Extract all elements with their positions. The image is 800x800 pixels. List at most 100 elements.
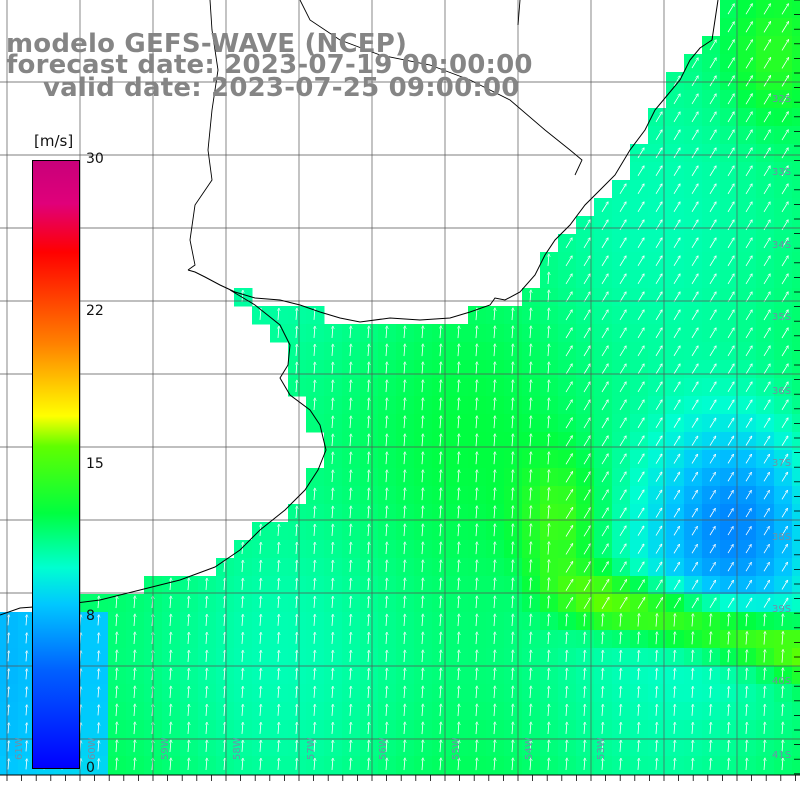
wind-arrow	[763, 22, 771, 33]
wind-cell	[396, 342, 415, 361]
wind-cell	[558, 756, 577, 775]
wind-cell	[720, 630, 739, 649]
wind-cell	[306, 522, 325, 541]
wind-cell	[306, 342, 325, 361]
wind-cell	[666, 72, 685, 91]
wind-cell	[792, 252, 800, 271]
wind-cell	[540, 792, 559, 800]
wind-cell	[684, 342, 703, 361]
wind-cell	[648, 738, 667, 757]
wind-arrow	[530, 776, 531, 788]
wind-cell	[540, 612, 559, 631]
wind-cell	[414, 684, 433, 703]
wind-cell	[486, 684, 505, 703]
wind-cell	[270, 306, 289, 325]
wind-cell	[378, 738, 397, 757]
wind-cell	[450, 594, 469, 613]
wind-cell	[558, 594, 577, 613]
wind-cell	[396, 666, 415, 685]
wind-cell	[198, 594, 217, 613]
wind-cell	[162, 684, 181, 703]
wind-arrow	[727, 112, 734, 123]
wind-cell	[612, 306, 631, 325]
wind-cell	[450, 414, 469, 433]
wind-cell	[486, 432, 505, 451]
wind-arrow	[655, 274, 662, 285]
wind-cell	[702, 486, 721, 505]
wind-cell	[702, 666, 721, 685]
wind-cell	[324, 702, 343, 721]
wind-cell	[630, 702, 649, 721]
wind-cell	[324, 540, 343, 559]
wind-cell	[630, 414, 649, 433]
wind-cell	[468, 324, 487, 343]
wind-cell	[540, 450, 559, 469]
lat-label: 38S	[772, 532, 792, 543]
wind-cell	[738, 72, 757, 91]
wind-cell	[360, 378, 379, 397]
wind-cell	[702, 90, 721, 109]
wind-cell	[414, 756, 433, 775]
wind-cell	[756, 468, 775, 487]
wind-arrow	[727, 130, 734, 141]
wind-arrow	[601, 274, 608, 285]
wind-cell	[684, 180, 703, 199]
wind-cell	[378, 756, 397, 775]
wind-arrow	[763, 184, 770, 195]
wind-cell	[522, 450, 541, 469]
wind-cell	[612, 702, 631, 721]
wind-cell	[414, 576, 433, 595]
wind-cell	[702, 630, 721, 649]
wind-cell	[90, 702, 109, 721]
wind-cell	[288, 558, 307, 577]
wind-cell	[180, 666, 199, 685]
wind-cell	[702, 504, 721, 523]
wind-cell	[792, 774, 800, 775]
wind-cell	[738, 36, 757, 55]
wind-cell	[630, 450, 649, 469]
wind-cell	[180, 648, 199, 667]
wind-arrow	[745, 184, 752, 195]
wind-cell	[738, 684, 757, 703]
wind-cell	[252, 306, 271, 325]
colorbar-unit: [m/s]	[34, 132, 74, 150]
wind-cell	[324, 576, 343, 595]
wind-cell	[414, 414, 433, 433]
wind-cell	[576, 522, 595, 541]
wind-cell	[630, 180, 649, 199]
wind-cell	[666, 288, 685, 307]
wind-cell	[360, 342, 379, 361]
wind-cell	[738, 180, 757, 199]
wind-cell	[414, 378, 433, 397]
wind-arrow	[781, 202, 788, 213]
wind-cell	[558, 468, 577, 487]
wind-arrow	[278, 776, 279, 788]
wind-arrow	[619, 202, 626, 213]
wind-cell	[738, 288, 757, 307]
wind-cell	[756, 774, 775, 775]
wind-arrow	[727, 4, 734, 15]
wind-cell	[414, 792, 433, 800]
wind-cell	[522, 504, 541, 523]
wind-cell	[342, 486, 361, 505]
wind-cell	[252, 666, 271, 685]
wind-cell	[576, 288, 595, 307]
wind-arrow	[655, 202, 662, 213]
wind-cell	[720, 126, 739, 145]
wind-cell	[576, 486, 595, 505]
wind-cell	[756, 666, 775, 685]
wind-cell	[774, 666, 793, 685]
wind-arrow	[781, 184, 788, 195]
wind-cell	[108, 792, 127, 800]
wind-cell	[486, 486, 505, 505]
wind-cell	[612, 324, 631, 343]
wind-cell	[198, 792, 217, 800]
wind-cell	[738, 216, 757, 235]
wind-cell	[738, 540, 757, 559]
wind-cell	[522, 738, 541, 757]
wind-cell	[774, 720, 793, 739]
wind-cell	[432, 576, 451, 595]
wind-cell	[756, 432, 775, 451]
wind-cell	[522, 594, 541, 613]
wind-cell	[90, 666, 109, 685]
